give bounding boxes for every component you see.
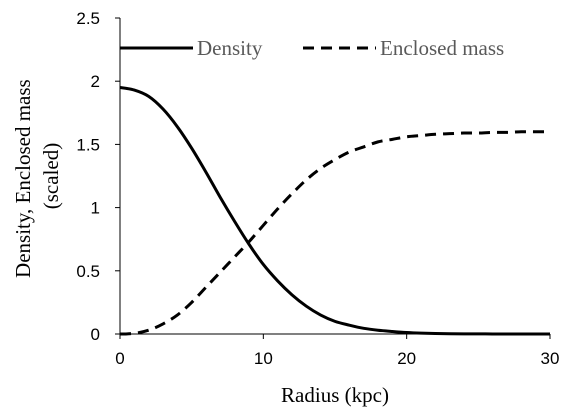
y-tick-label: 2.5 [76, 9, 100, 28]
x-tick-label: 30 [541, 349, 560, 368]
x-tick-label: 20 [397, 349, 416, 368]
y-tick-label: 0.5 [76, 262, 100, 281]
y-axis-title: Density, Enclosed mass (scaled) [11, 74, 63, 278]
y-axis-title-line-2: (scaled) [39, 143, 63, 209]
y-tick-labels: 0 0.5 1 1.5 2 2.5 [76, 9, 120, 344]
x-tick-label: 10 [254, 349, 273, 368]
density-series-line [119, 86, 550, 336]
y-tick-label: 1.5 [76, 135, 100, 154]
y-axis-title-line-1: Density, Enclosed mass [11, 79, 35, 278]
legend-label-density: Density [197, 36, 263, 60]
y-tick-label: 2 [91, 72, 100, 91]
enclosed-mass-series-line [119, 130, 550, 336]
x-tick-label: 0 [115, 349, 124, 368]
y-tick-label: 1 [91, 199, 100, 218]
y-tick-label: 0 [91, 325, 100, 344]
x-tick-labels: 0 10 20 30 [115, 334, 559, 368]
legend-label-enclosed-mass: Enclosed mass [380, 36, 504, 60]
x-axis-title: Radius (kpc) [281, 383, 389, 407]
series-layer [119, 86, 550, 336]
legend: Density Enclosed mass [120, 36, 504, 60]
